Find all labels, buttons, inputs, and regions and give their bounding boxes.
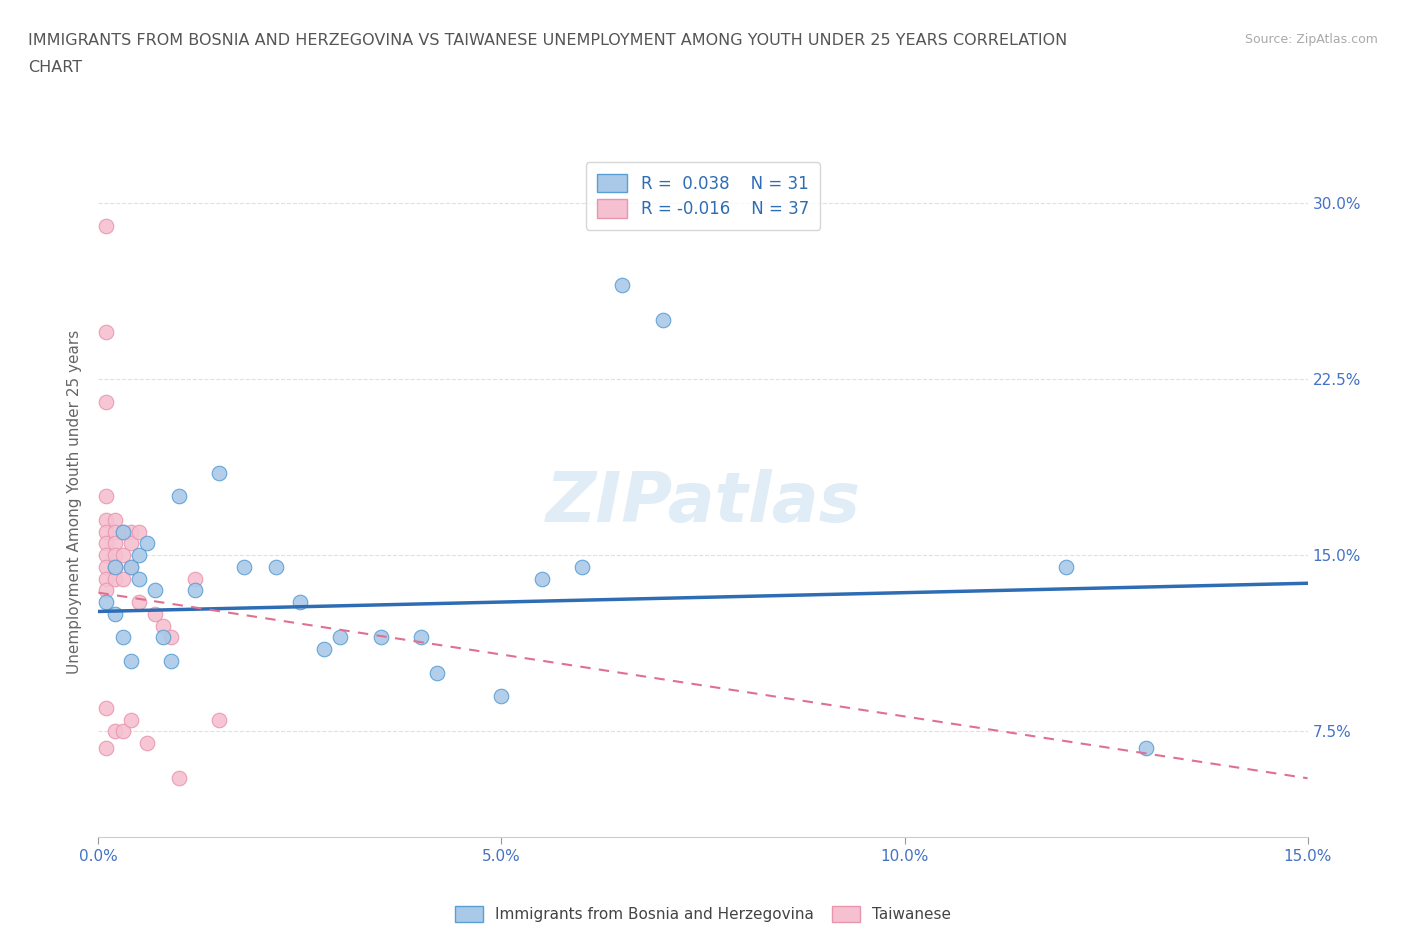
Point — [426, 665, 449, 680]
Point — [96, 395, 118, 410]
Point — [120, 559, 142, 574]
Point — [184, 571, 207, 586]
Point — [96, 548, 118, 563]
Point — [103, 525, 125, 539]
Point — [103, 512, 125, 527]
Point — [96, 325, 118, 339]
Point — [103, 548, 125, 563]
Point — [152, 630, 174, 644]
Point — [143, 606, 166, 621]
Point — [288, 594, 311, 609]
Point — [96, 559, 118, 574]
Point — [103, 536, 125, 551]
Point — [103, 559, 125, 574]
Point — [329, 630, 352, 644]
Point — [96, 583, 118, 598]
Point — [103, 724, 125, 738]
Point — [111, 724, 134, 738]
Point — [184, 583, 207, 598]
Point — [314, 642, 336, 657]
Text: IMMIGRANTS FROM BOSNIA AND HERZEGOVINA VS TAIWANESE UNEMPLOYMENT AMONG YOUTH UND: IMMIGRANTS FROM BOSNIA AND HERZEGOVINA V… — [28, 33, 1067, 47]
Point — [208, 712, 231, 727]
Point — [96, 700, 118, 715]
Point — [135, 736, 157, 751]
Point — [370, 630, 392, 644]
Point — [128, 548, 150, 563]
Text: CHART: CHART — [28, 60, 82, 75]
Point — [120, 525, 142, 539]
Point — [409, 630, 432, 644]
Text: Source: ZipAtlas.com: Source: ZipAtlas.com — [1244, 33, 1378, 46]
Point — [120, 536, 142, 551]
Point — [103, 559, 125, 574]
Y-axis label: Unemployment Among Youth under 25 years: Unemployment Among Youth under 25 years — [67, 330, 83, 674]
Point — [128, 571, 150, 586]
Point — [111, 525, 134, 539]
Point — [491, 688, 513, 703]
Point — [1054, 559, 1077, 574]
Point — [111, 525, 134, 539]
Point — [143, 583, 166, 598]
Point — [167, 489, 190, 504]
Point — [96, 219, 118, 233]
Point — [120, 712, 142, 727]
Point — [96, 740, 118, 755]
Point — [111, 630, 134, 644]
Text: ZIPatlas: ZIPatlas — [546, 469, 860, 536]
Point — [111, 571, 134, 586]
Point — [264, 559, 287, 574]
Point — [120, 559, 142, 574]
Point — [152, 618, 174, 633]
Point — [128, 525, 150, 539]
Point — [103, 606, 125, 621]
Point — [96, 594, 118, 609]
Point — [208, 465, 231, 480]
Point — [232, 559, 254, 574]
Point — [612, 277, 634, 292]
Legend: Immigrants from Bosnia and Herzegovina, Taiwanese: Immigrants from Bosnia and Herzegovina, … — [447, 897, 959, 930]
Point — [1135, 740, 1157, 755]
Point — [651, 312, 673, 327]
Point — [96, 571, 118, 586]
Point — [571, 559, 593, 574]
Point — [135, 536, 157, 551]
Point — [128, 594, 150, 609]
Point — [167, 771, 190, 786]
Point — [96, 525, 118, 539]
Point — [96, 536, 118, 551]
Point — [160, 630, 183, 644]
Point — [160, 654, 183, 669]
Point — [120, 654, 142, 669]
Point — [530, 571, 553, 586]
Point — [103, 571, 125, 586]
Point — [96, 489, 118, 504]
Point — [111, 548, 134, 563]
Point — [96, 512, 118, 527]
